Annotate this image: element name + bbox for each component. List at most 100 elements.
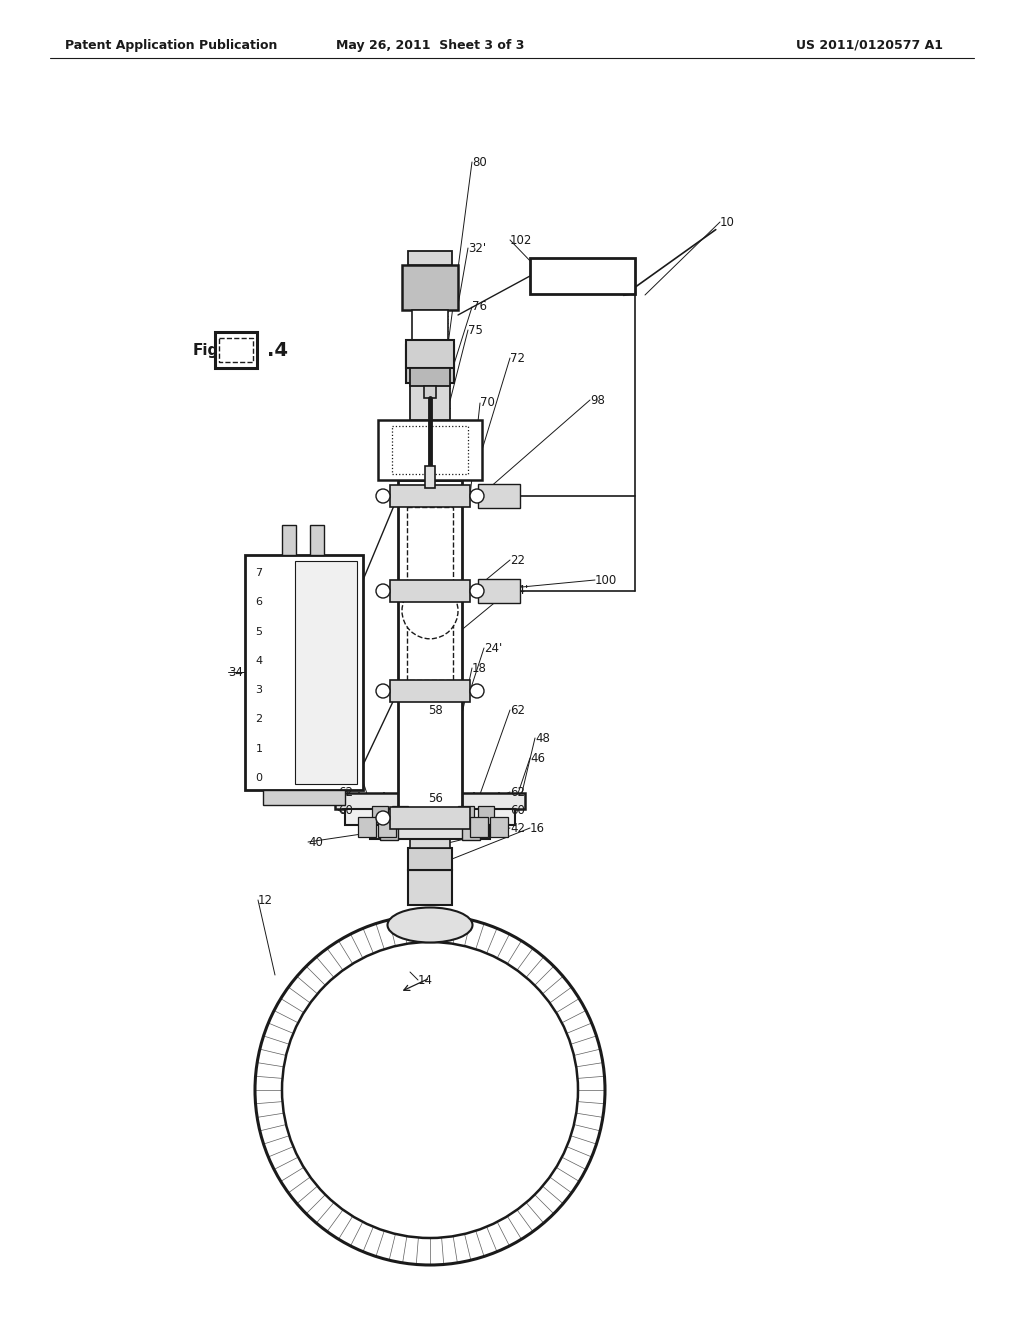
Text: 5: 5	[256, 627, 262, 636]
Text: 58: 58	[428, 704, 442, 717]
Bar	[392, 807, 408, 824]
Text: 12: 12	[258, 894, 273, 907]
Text: 48: 48	[535, 731, 550, 744]
Bar	[335, 793, 525, 809]
Bar	[380, 828, 398, 840]
Text: 62: 62	[340, 704, 355, 717]
Bar	[392, 426, 468, 474]
Text: 42: 42	[510, 821, 525, 834]
Text: 7: 7	[255, 568, 262, 578]
Text: 16: 16	[530, 821, 545, 834]
Text: 80: 80	[472, 156, 486, 169]
Bar	[406, 341, 454, 368]
Text: 30: 30	[296, 714, 310, 726]
Bar	[412, 310, 449, 341]
Text: 62: 62	[338, 785, 353, 799]
Bar	[378, 420, 482, 480]
Circle shape	[282, 942, 578, 1238]
Bar	[410, 810, 450, 826]
Bar	[478, 579, 520, 603]
Circle shape	[470, 488, 484, 503]
Circle shape	[470, 583, 484, 598]
Bar	[370, 825, 490, 840]
Bar	[408, 847, 452, 870]
Circle shape	[376, 488, 390, 503]
Bar	[530, 257, 635, 294]
Circle shape	[376, 684, 390, 698]
Bar	[378, 817, 396, 837]
Text: 62: 62	[510, 704, 525, 717]
Bar	[425, 466, 435, 488]
Bar	[406, 345, 454, 383]
Circle shape	[255, 915, 605, 1265]
Text: 4: 4	[255, 656, 262, 665]
Bar	[410, 368, 450, 385]
Bar	[345, 809, 515, 825]
Text: SWITCH: SWITCH	[551, 269, 613, 282]
Text: 102: 102	[510, 234, 532, 247]
Text: 6: 6	[256, 597, 262, 607]
Bar	[390, 579, 470, 602]
Text: 1: 1	[256, 743, 262, 754]
Bar	[490, 817, 508, 837]
Circle shape	[376, 583, 390, 598]
Text: 3: 3	[256, 685, 262, 696]
Bar	[402, 820, 458, 836]
Bar	[462, 828, 480, 840]
Text: 40: 40	[308, 836, 323, 849]
Ellipse shape	[387, 908, 472, 942]
Text: 60: 60	[510, 804, 525, 817]
Text: 46: 46	[530, 751, 545, 764]
Text: Patent Application Publication: Patent Application Publication	[65, 38, 278, 51]
Bar	[478, 484, 520, 508]
Bar	[458, 807, 474, 824]
Text: 54: 54	[308, 766, 323, 779]
Text: 70: 70	[480, 396, 495, 409]
Bar	[470, 817, 488, 837]
Text: Fig: Fig	[193, 343, 219, 359]
Circle shape	[402, 583, 458, 639]
Bar	[402, 265, 458, 310]
Text: 60: 60	[338, 804, 353, 817]
Text: 100: 100	[595, 573, 617, 586]
Bar	[410, 381, 450, 420]
Text: 34: 34	[228, 665, 243, 678]
Text: 24': 24'	[484, 642, 502, 655]
Text: 32': 32'	[468, 242, 486, 255]
Bar	[390, 484, 470, 507]
Bar	[390, 680, 470, 702]
Text: 2: 2	[255, 714, 262, 725]
Bar	[390, 807, 470, 829]
Text: 62: 62	[510, 785, 525, 799]
Circle shape	[470, 684, 484, 698]
Text: 76: 76	[472, 301, 487, 314]
Bar	[245, 554, 362, 789]
Text: 14: 14	[418, 974, 433, 986]
Bar	[408, 251, 452, 265]
Bar	[215, 333, 257, 368]
Bar	[295, 561, 357, 784]
Text: 18: 18	[472, 661, 486, 675]
Bar	[219, 338, 253, 362]
Circle shape	[376, 810, 390, 825]
Text: 26': 26'	[452, 438, 470, 451]
Text: May 26, 2011  Sheet 3 of 3: May 26, 2011 Sheet 3 of 3	[336, 38, 524, 51]
Bar	[408, 870, 452, 906]
Text: .4: .4	[267, 342, 288, 360]
Bar	[424, 385, 436, 399]
Bar	[410, 834, 450, 847]
Bar	[478, 807, 494, 824]
Bar	[358, 817, 376, 837]
Text: 22: 22	[510, 553, 525, 566]
Text: 56: 56	[428, 792, 442, 804]
Bar	[398, 480, 462, 825]
Text: US 2011/0120577 A1: US 2011/0120577 A1	[797, 38, 943, 51]
Text: 72: 72	[510, 351, 525, 364]
Text: 10: 10	[720, 215, 735, 228]
Text: 75: 75	[468, 323, 483, 337]
Bar	[310, 525, 324, 554]
Text: 0: 0	[256, 774, 262, 783]
Bar	[282, 525, 296, 554]
Text: 24': 24'	[510, 583, 528, 597]
Bar	[407, 507, 453, 680]
